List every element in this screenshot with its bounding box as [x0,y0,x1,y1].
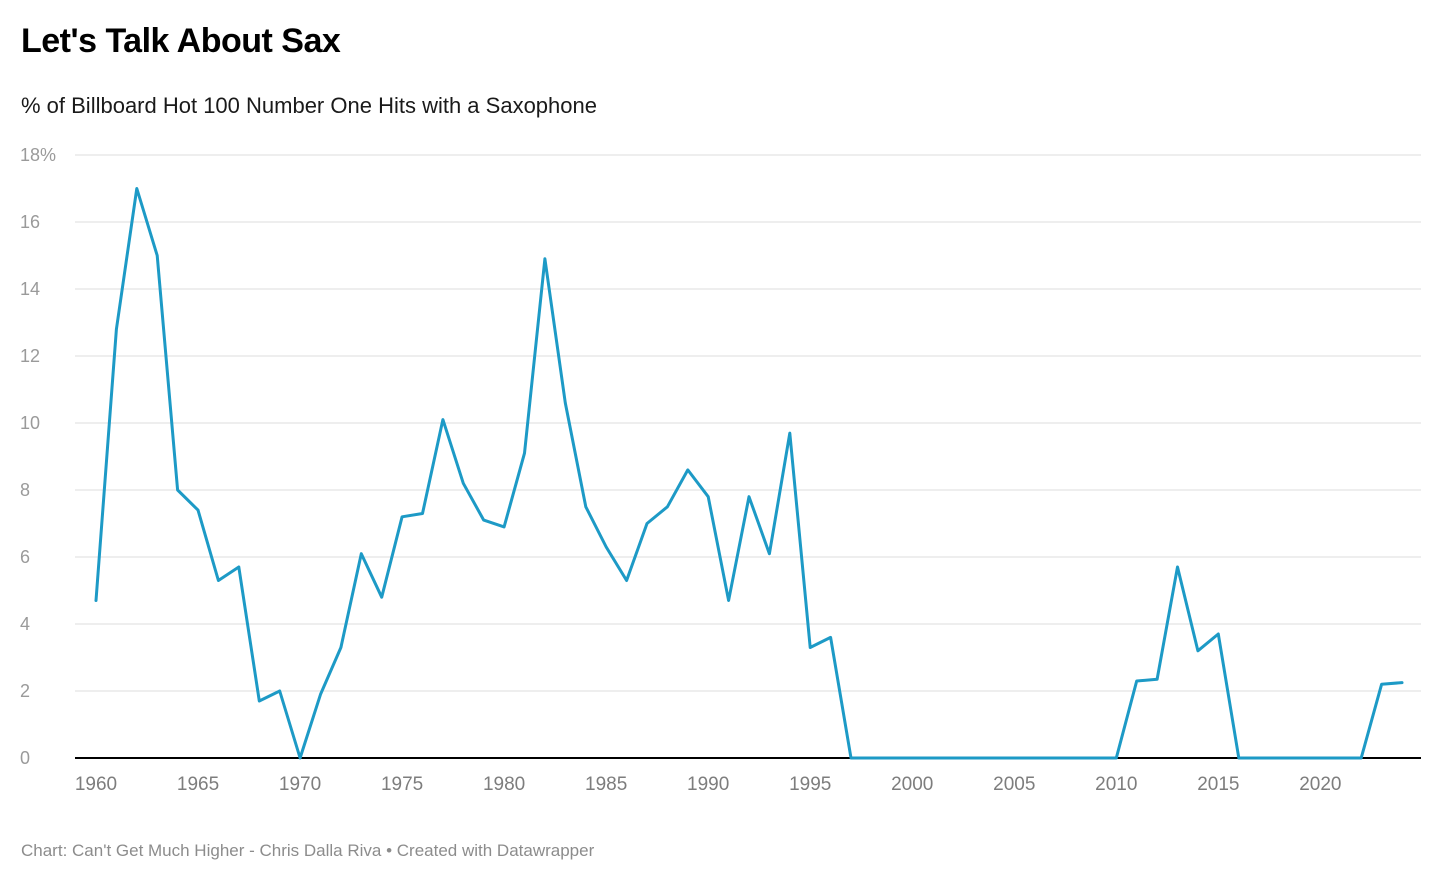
x-tick-label: 2010 [1095,774,1137,795]
data-line-series [94,187,1404,760]
y-tick-label: 16 [20,212,40,232]
x-tick-label: 1975 [381,774,423,795]
x-tick-label: 1970 [279,774,321,795]
x-tick-label: 1995 [789,774,831,795]
x-tick-label: 2020 [1299,774,1341,795]
y-tick-label: 14 [20,279,40,299]
x-tick-label: 1960 [75,774,117,795]
y-tick-label: 8 [20,480,30,500]
line-chart: 0 2 4 6 8 10 12 14 16 18% 1960 1965 1970 1975 1980 1985… [20,145,1421,795]
y-tick-label: 4 [20,614,30,634]
x-tick-label: 1985 [585,774,627,795]
y-tick-label: 10 [20,413,40,433]
x-tick-label: 2000 [891,774,933,795]
chart-subtitle: % of Billboard Hot 100 Number One Hits w… [21,93,597,118]
chart-credit: Chart: Can't Get Much Higher - Chris Dal… [21,841,595,860]
y-tick-label: 2 [20,681,30,701]
y-tick-label: 18% [20,145,56,165]
y-tick-label: 12 [20,346,40,366]
x-tick-label: 1990 [687,774,729,795]
x-tick-label: 1965 [177,774,219,795]
x-tick-label: 1980 [483,774,525,795]
y-tick-label: 6 [20,547,30,567]
y-tick-label: 0 [20,748,30,768]
x-tick-label: 2015 [1197,774,1239,795]
x-tick-label: 2005 [993,774,1035,795]
chart-title: Let's Talk About Sax [21,22,341,60]
